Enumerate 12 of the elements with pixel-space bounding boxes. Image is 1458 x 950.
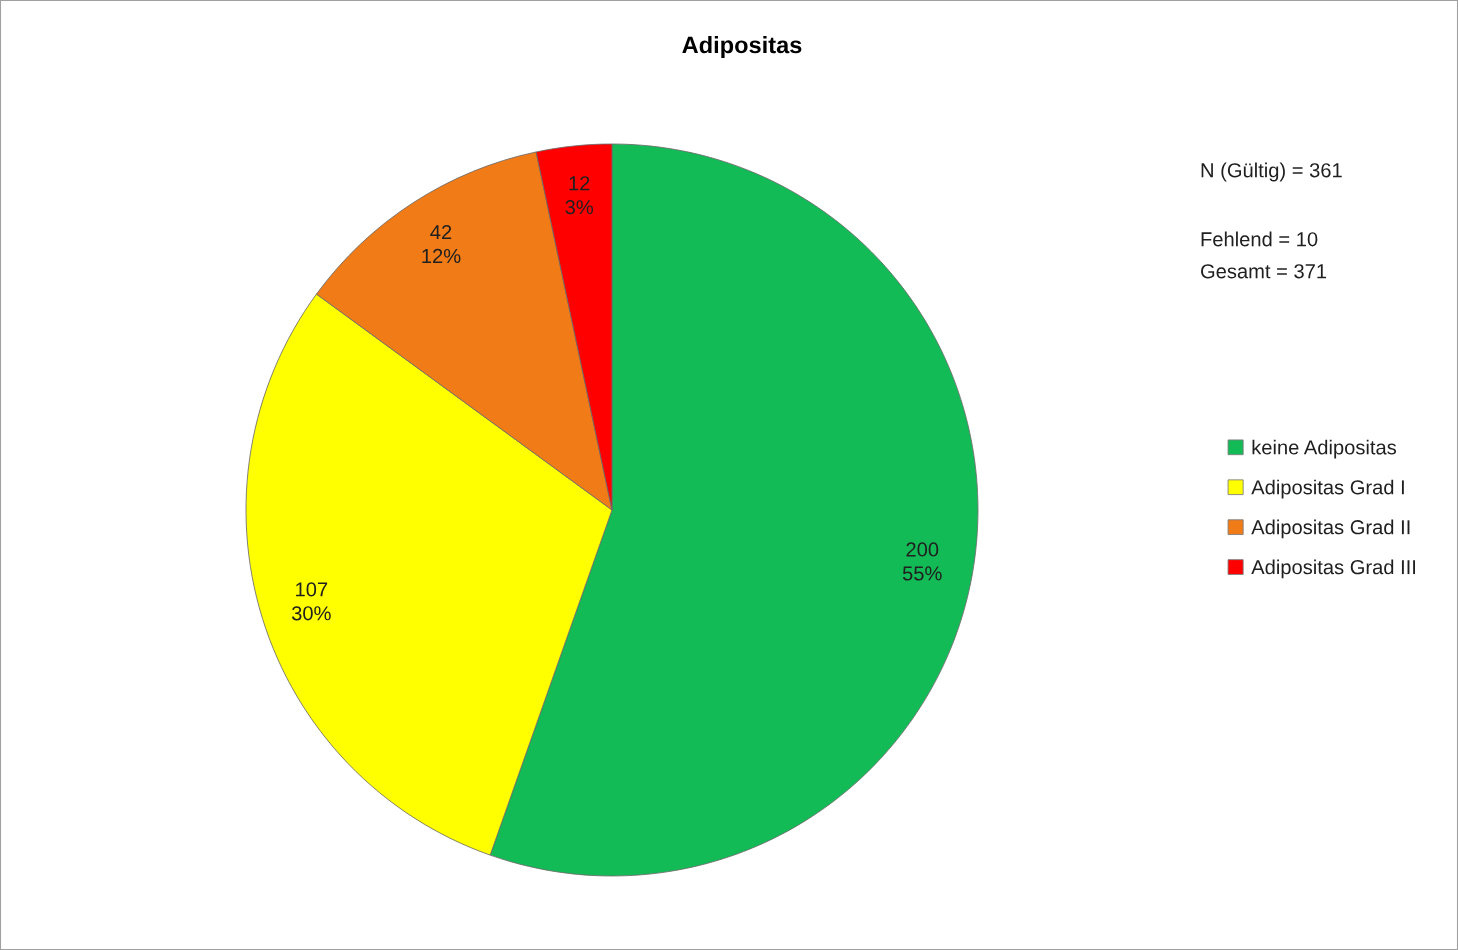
legend-label: Adipositas Grad III xyxy=(1251,559,1416,579)
text: N (Gültig) = 361 xyxy=(1201,162,1342,182)
legend-label: keine Adipositas xyxy=(1252,439,1397,459)
legend-label: Adipositas Grad I xyxy=(1251,479,1404,499)
data-label: 200 55% xyxy=(902,542,942,581)
data-label: 107 30% xyxy=(291,582,331,621)
chart-title: Adipositas xyxy=(682,36,802,58)
text: Gesamt = 371 xyxy=(1201,264,1327,279)
legend-label: Adipositas Grad II xyxy=(1251,519,1410,539)
data-label: 12 3% xyxy=(565,176,594,215)
data-label: 42 12% xyxy=(422,224,461,264)
text: Fehlend = 10 xyxy=(1201,231,1318,247)
